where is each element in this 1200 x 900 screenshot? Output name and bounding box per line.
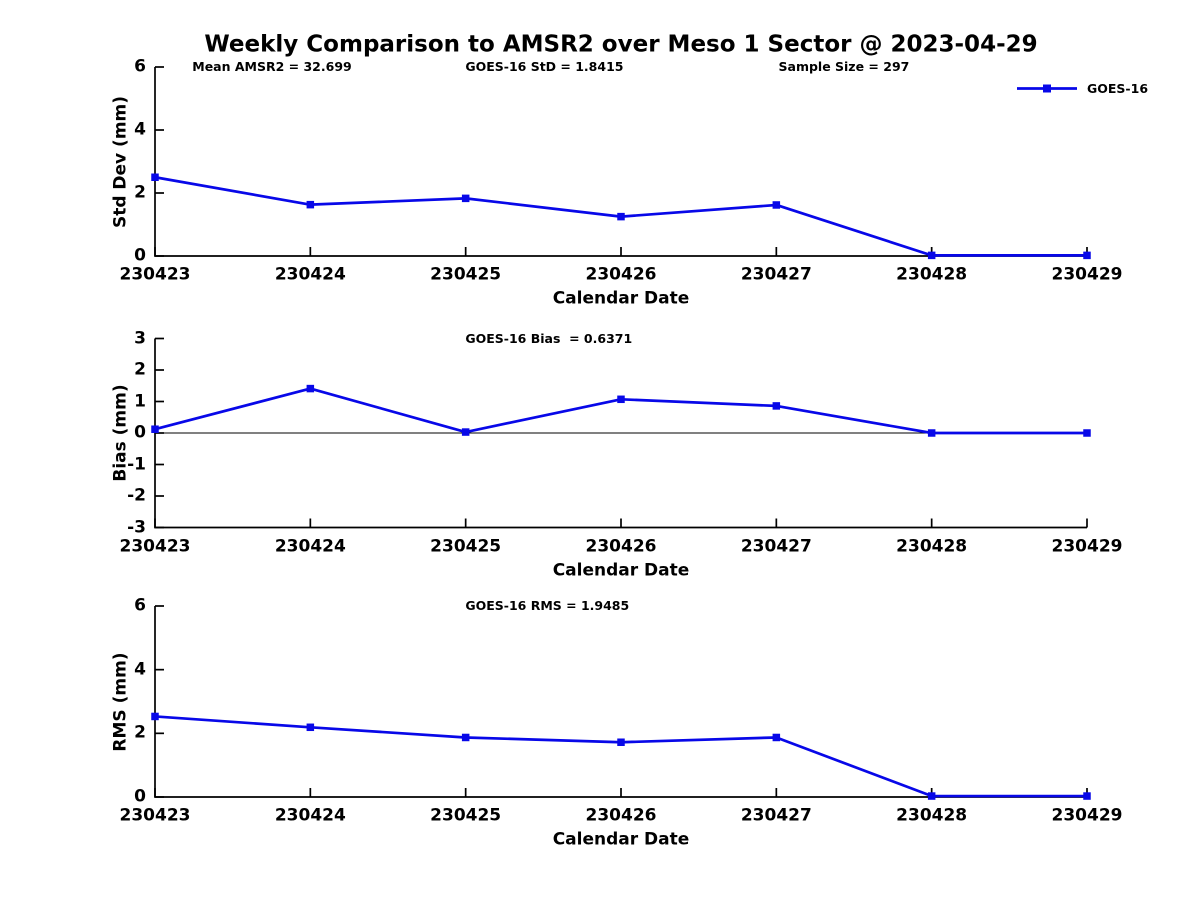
- series-marker-stddev: [461, 194, 470, 203]
- series-marker-stddev: [306, 200, 315, 209]
- series-marker-bias: [1083, 429, 1091, 437]
- x-tick-label-stddev: 230425: [430, 264, 502, 285]
- y-tick-label-rms: 2: [134, 722, 146, 743]
- x-tick-label-rms: 230426: [585, 805, 657, 826]
- series-line-bias: [154, 387, 1087, 435]
- series-marker-bias: [617, 395, 625, 404]
- x-axis-label-bias: Calendar Date: [552, 560, 690, 580]
- x-tick-label-bias: 230429: [1051, 536, 1123, 556]
- axes-spines-stddev: [154, 67, 1087, 257]
- series-marker-rms: [306, 723, 315, 732]
- y-tick-label-bias: 1: [134, 391, 146, 411]
- x-axis-label-stddev: Calendar Date: [552, 288, 690, 309]
- x-tick-label-stddev: 230429: [1051, 264, 1123, 285]
- x-tick-label-bias: 230424: [274, 536, 346, 556]
- x-tick-label-bias: 230425: [430, 536, 502, 556]
- x-tick-label-rms: 230427: [740, 805, 812, 826]
- stat-annotation-bias-0: GOES-16 Bias = 0.6371: [465, 330, 633, 346]
- series-marker-rms: [1083, 792, 1091, 800]
- stat-annotation-rms-0: GOES-16 RMS = 1.9485: [465, 597, 630, 613]
- series-line-rms: [154, 715, 1087, 798]
- x-axis-label-rms: Calendar Date: [552, 829, 690, 850]
- series-marker-rms: [151, 712, 159, 721]
- y-axis-label-rms: RMS (mm): [110, 651, 131, 752]
- y-axis-label-bias: Bias (mm): [110, 384, 131, 482]
- x-tick-label-bias: 230423: [119, 536, 191, 556]
- x-tick-label-stddev: 230426: [585, 264, 657, 285]
- y-tick-label-rms: 4: [134, 659, 146, 680]
- x-tick-label-rms: 230428: [896, 805, 968, 826]
- x-tick-label-stddev: 230427: [740, 264, 812, 285]
- y-tick-label-bias: 3: [134, 328, 146, 348]
- stat-annotation-stddev-0: Mean AMSR2 = 32.699: [192, 58, 352, 74]
- stat-annotation-stddev-1: GOES-16 StD = 1.8415: [465, 58, 624, 74]
- x-tick-label-bias: 230427: [740, 536, 812, 556]
- y-tick-label-stddev: 2: [134, 182, 146, 203]
- x-tick-label-rms: 230424: [274, 805, 346, 826]
- series-marker-rms: [927, 792, 936, 800]
- series-marker-stddev: [151, 173, 159, 181]
- y-tick-label-bias: 2: [134, 359, 146, 380]
- y-axis-label-stddev: Std Dev (mm): [110, 95, 131, 228]
- x-tick-label-bias: 230426: [585, 536, 657, 556]
- y-tick-label-bias: -2: [127, 485, 146, 506]
- x-tick-label-stddev: 230423: [119, 264, 191, 285]
- series-marker-rms: [617, 738, 625, 746]
- legend-label: GOES-16: [1087, 80, 1149, 96]
- stat-annotation-stddev-2: Sample Size = 297: [778, 58, 910, 74]
- x-tick-label-bias: 230428: [896, 536, 968, 556]
- y-tick-label-stddev: 6: [134, 56, 146, 77]
- x-tick-label-rms: 230423: [119, 805, 191, 826]
- series-marker-rms: [772, 733, 781, 742]
- series-marker-stddev: [1083, 251, 1091, 260]
- chart-title: Weekly Comparison to AMSR2 over Meso 1 S…: [204, 31, 1038, 58]
- x-tick-label-rms: 230425: [430, 805, 502, 826]
- x-tick-label-stddev: 230424: [274, 264, 346, 285]
- series-marker-stddev: [772, 201, 781, 209]
- series-marker-bias: [461, 428, 470, 436]
- series-marker-bias: [772, 402, 781, 410]
- y-tick-label-rms: 0: [134, 786, 146, 807]
- series-marker-stddev: [617, 212, 625, 221]
- series-marker-bias: [306, 384, 315, 393]
- series-marker-rms: [461, 733, 470, 742]
- y-tick-label-bias: -3: [127, 517, 146, 537]
- series-marker-bias: [151, 425, 159, 433]
- y-tick-label-bias: -1: [127, 454, 146, 474]
- y-tick-label-bias: 0: [134, 422, 146, 443]
- y-tick-label-stddev: 0: [134, 245, 146, 266]
- legend-marker-icon: [1043, 84, 1051, 93]
- axes-spines-rms: [154, 606, 1087, 798]
- y-tick-label-stddev: 4: [134, 119, 146, 140]
- series-marker-stddev: [927, 251, 936, 260]
- series-marker-bias: [927, 429, 936, 437]
- x-tick-label-stddev: 230428: [896, 264, 968, 285]
- y-tick-label-rms: 6: [134, 595, 146, 616]
- x-tick-label-rms: 230429: [1051, 805, 1123, 826]
